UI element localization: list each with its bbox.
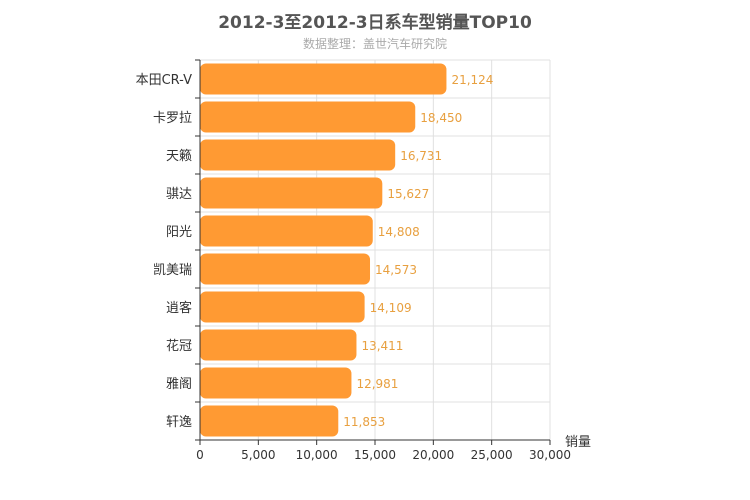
value-label: 14,109	[370, 301, 412, 315]
x-tick-label: 20,000	[412, 448, 454, 462]
bar	[200, 253, 371, 285]
value-label: 14,808	[378, 225, 420, 239]
category-label: 卡罗拉	[153, 111, 192, 126]
chart-subtitle: 数据整理：盖世汽车研究院	[302, 37, 447, 51]
value-label: 11,853	[343, 415, 385, 429]
category-label: 逍客	[166, 300, 192, 316]
category-label: 阳光	[166, 225, 192, 240]
bar	[200, 367, 352, 399]
bar	[200, 329, 357, 361]
category-label: 骐达	[166, 187, 192, 202]
category-label: 天籁	[166, 149, 192, 164]
x-axis-title: 销量	[565, 435, 591, 450]
bar	[200, 63, 447, 95]
x-tick-label: 25,000	[471, 448, 513, 462]
category-label: 凯美瑞	[153, 263, 192, 278]
bar	[200, 177, 383, 209]
category-label: 雅阁	[166, 377, 192, 392]
value-label: 14,573	[375, 263, 417, 277]
bar	[200, 101, 416, 133]
bar	[200, 215, 373, 247]
x-tick-label: 10,000	[296, 448, 338, 462]
bar	[200, 291, 365, 323]
value-label: 18,450	[420, 111, 462, 125]
bar	[200, 139, 396, 171]
bar	[200, 405, 339, 437]
value-label: 13,411	[361, 339, 403, 353]
category-label: 本田CR-V	[136, 73, 193, 88]
value-label: 15,627	[387, 187, 429, 201]
axes	[199, 60, 550, 441]
x-tick-label: 30,000	[529, 448, 571, 462]
category-label: 轩逸	[166, 415, 192, 430]
x-tick-label: 15,000	[354, 448, 396, 462]
x-tick-label: 5,000	[241, 448, 275, 462]
labels: 0 5,000 10,000 15,000 20,000 25,000 30,000 本田CR…	[136, 73, 571, 462]
x-tick-label: 0	[196, 448, 204, 462]
bars	[200, 63, 447, 437]
value-label: 21,124	[451, 73, 493, 87]
category-label: 花冠	[166, 338, 192, 354]
chart-title: 2012-3至2012-3日系车型销量TOP10	[218, 13, 532, 33]
value-label: 16,731	[400, 149, 442, 163]
value-label: 12,981	[356, 377, 398, 391]
